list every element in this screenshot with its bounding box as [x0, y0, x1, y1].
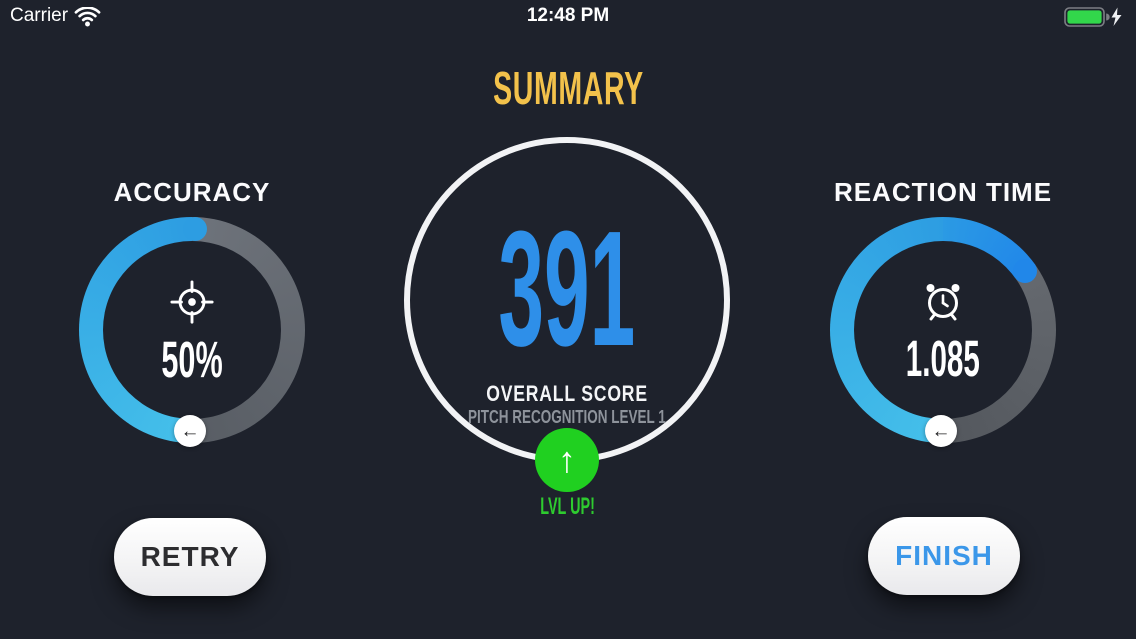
overall-score-circle: 391 OVERALL SCORE PITCH RECOGNITION LEVE…: [404, 137, 730, 463]
battery-charging-icon: [1064, 7, 1122, 27]
reaction-ring-end-badge: ←: [925, 415, 957, 447]
finish-button-label: FINISH: [895, 540, 993, 571]
level-up-badge: ↑: [535, 428, 599, 492]
left-arrow-icon: ←: [931, 420, 951, 442]
target-icon: [79, 279, 305, 330]
reaction-time-value: 1.085: [905, 330, 981, 387]
status-bar: Carrier 12:48 PM: [0, 0, 1136, 34]
accuracy-ring-end-badge: ←: [174, 415, 206, 447]
carrier-label: Carrier: [10, 5, 69, 26]
left-arrow-icon: ←: [180, 420, 200, 442]
reaction-arc-cap: [1013, 259, 1037, 283]
level-up-label: LVL UP!: [540, 493, 596, 520]
overall-score-value: 391: [498, 197, 636, 380]
page-title: SUMMARY: [492, 62, 644, 114]
clock-time: 12:48 PM: [526, 5, 610, 26]
mode-level-label: PITCH RECOGNITION LEVEL 1: [468, 407, 666, 427]
retry-button-label: RETRY: [140, 541, 240, 572]
wifi-icon: [74, 7, 101, 27]
accuracy-label: ACCURACY: [113, 177, 271, 207]
alarm-clock-icon: [830, 277, 1056, 332]
overall-score-label: OVERALL SCORE: [486, 381, 648, 406]
finish-button[interactable]: FINISH: [868, 517, 1020, 595]
accuracy-value: 50%: [161, 331, 223, 388]
accuracy-progress-ring: 50% ←: [79, 217, 305, 447]
up-arrow-icon: ↑: [558, 439, 576, 480]
reaction-time-progress-ring: 1.085 ←: [830, 217, 1056, 447]
retry-button[interactable]: RETRY: [114, 518, 266, 596]
accuracy-arc-cap: [183, 217, 207, 241]
reaction-time-label: REACTION TIME: [833, 177, 1053, 207]
